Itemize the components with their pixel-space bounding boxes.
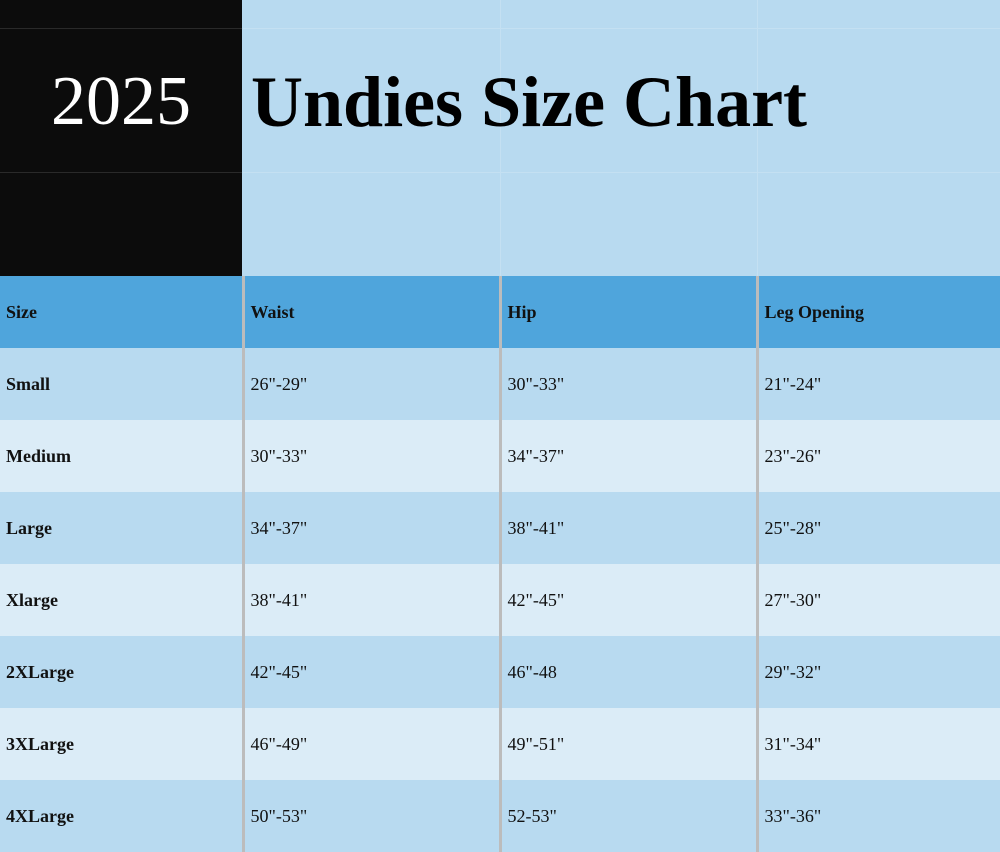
cell-size: Small <box>0 348 243 420</box>
table-row: Xlarge 38"-41" 42"-45" 27"-30" <box>0 564 1000 636</box>
column-header-waist: Waist <box>241 276 500 348</box>
column-header-leg-opening: Leg Opening <box>755 276 1000 348</box>
cell-hip: 30"-33" <box>498 348 757 420</box>
cell-hip: 34"-37" <box>498 420 757 492</box>
cell-leg-opening: 31"-34" <box>755 708 1000 780</box>
table-row: Medium 30"-33" 34"-37" 23"-26" <box>0 420 1000 492</box>
column-header-size: Size <box>0 276 243 348</box>
cell-leg-opening: 21"-24" <box>755 348 1000 420</box>
table-row: Small 26"-29" 30"-33" 21"-24" <box>0 348 1000 420</box>
cell-hip: 49"-51" <box>498 708 757 780</box>
divider <box>0 28 242 29</box>
column-header-hip: Hip <box>498 276 757 348</box>
cell-size: 3XLarge <box>0 708 243 780</box>
cell-hip: 38"-41" <box>498 492 757 564</box>
year-box: 2025 <box>0 0 242 276</box>
banner: 2025 Undies Size Chart <box>0 0 1000 276</box>
table-header-row: Size Waist Hip Leg Opening <box>0 276 1000 348</box>
cell-leg-opening: 25"-28" <box>755 492 1000 564</box>
cell-waist: 46"-49" <box>241 708 500 780</box>
cell-waist: 30"-33" <box>241 420 500 492</box>
cell-waist: 38"-41" <box>241 564 500 636</box>
cell-size: 2XLarge <box>0 636 243 708</box>
cell-leg-opening: 33"-36" <box>755 780 1000 852</box>
size-table: Size Waist Hip Leg Opening Small 26"-29" 3… <box>0 276 1000 852</box>
cell-leg-opening: 27"-30" <box>755 564 1000 636</box>
cell-leg-opening: 23"-26" <box>755 420 1000 492</box>
cell-hip: 52-53" <box>498 780 757 852</box>
cell-hip: 42"-45" <box>498 564 757 636</box>
table-row: 3XLarge 46"-49" 49"-51" 31"-34" <box>0 708 1000 780</box>
divider <box>500 0 501 276</box>
cell-leg-opening: 29"-32" <box>755 636 1000 708</box>
divider <box>757 0 758 276</box>
cell-size: Xlarge <box>0 564 243 636</box>
divider <box>243 28 1000 29</box>
cell-waist: 26"-29" <box>241 348 500 420</box>
cell-size: Large <box>0 492 243 564</box>
cell-waist: 50"-53" <box>241 780 500 852</box>
table-row: 4XLarge 50"-53" 52-53" 33"-36" <box>0 780 1000 852</box>
cell-hip: 46"-48 <box>498 636 757 708</box>
cell-size: Medium <box>0 420 243 492</box>
title-area: Undies Size Chart <box>243 0 1000 276</box>
table-row: Large 34"-37" 38"-41" 25"-28" <box>0 492 1000 564</box>
divider <box>243 172 1000 173</box>
cell-size: 4XLarge <box>0 780 243 852</box>
cell-waist: 42"-45" <box>241 636 500 708</box>
cell-waist: 34"-37" <box>241 492 500 564</box>
year-label: 2025 <box>51 63 191 140</box>
divider <box>0 172 242 173</box>
page-title: Undies Size Chart <box>251 62 807 142</box>
table-row: 2XLarge 42"-45" 46"-48 29"-32" <box>0 636 1000 708</box>
